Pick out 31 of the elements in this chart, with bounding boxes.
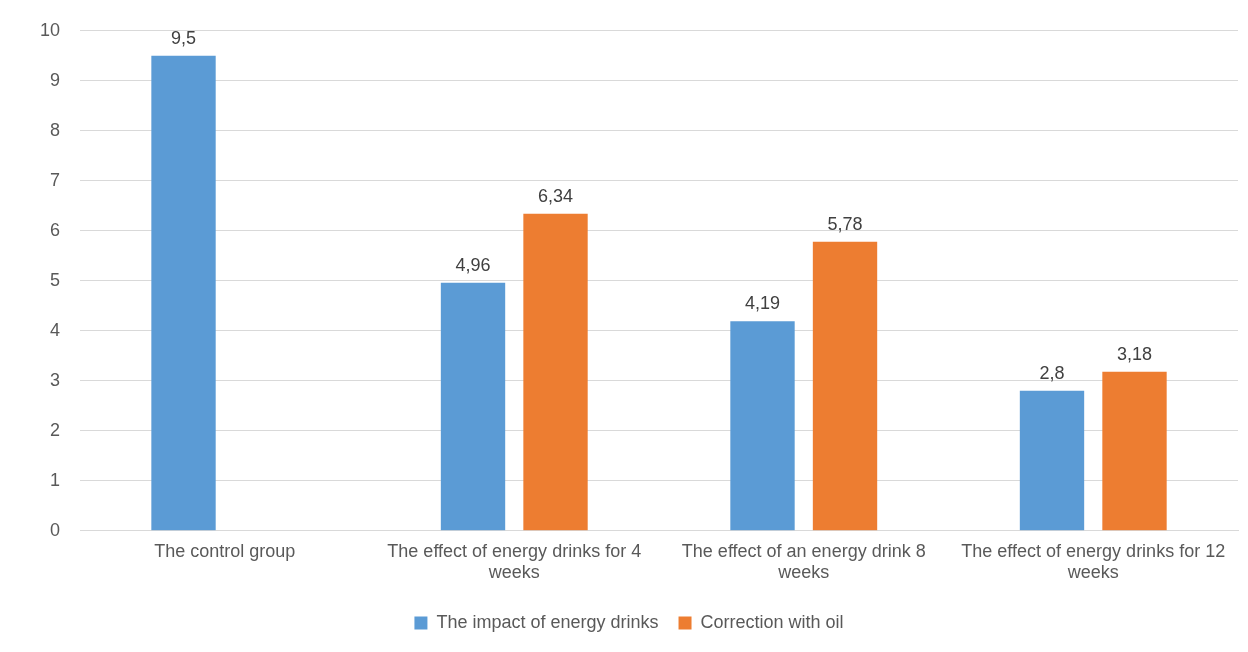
bar (730, 321, 795, 531)
legend-label: The impact of energy drinks (436, 611, 659, 632)
bar (523, 213, 588, 531)
bar (812, 241, 878, 531)
y-tick-label: 8 (50, 119, 61, 140)
data-label: 4,19 (744, 293, 781, 314)
y-tick-label: 4 (50, 319, 61, 340)
y-tick-label: 1 (50, 469, 61, 490)
bar (151, 55, 216, 531)
x-tick-label: The effect of an energy drink 8 weeks (681, 540, 926, 583)
y-tick-label: 0 (50, 519, 61, 540)
bar (1019, 390, 1085, 531)
data-label: 3,18 (1116, 343, 1153, 364)
bar (1102, 371, 1167, 531)
data-label: 6,34 (537, 185, 574, 206)
y-tick-label: 10 (39, 19, 61, 40)
y-tick-label: 9 (50, 69, 61, 90)
data-label: 5,78 (827, 213, 863, 234)
data-label: 2,8 (1039, 362, 1065, 383)
data-label: 4,96 (455, 254, 491, 275)
y-tick-label: 5 (50, 269, 61, 290)
x-tick-label: The effect of energy drinks for 4 weeks (387, 540, 642, 583)
y-tick-label: 3 (50, 369, 61, 390)
data-label: 9,5 (171, 27, 197, 48)
x-tick-label: The control group (154, 540, 296, 561)
y-tick-label: 2 (50, 419, 61, 440)
bar (440, 282, 506, 531)
y-tick-label: 7 (50, 169, 61, 190)
y-tick-label: 6 (50, 219, 61, 240)
legend-label: Correction with oil (700, 611, 844, 632)
x-tick-label: The effect of energy drinks for 12 weeks (961, 540, 1226, 583)
